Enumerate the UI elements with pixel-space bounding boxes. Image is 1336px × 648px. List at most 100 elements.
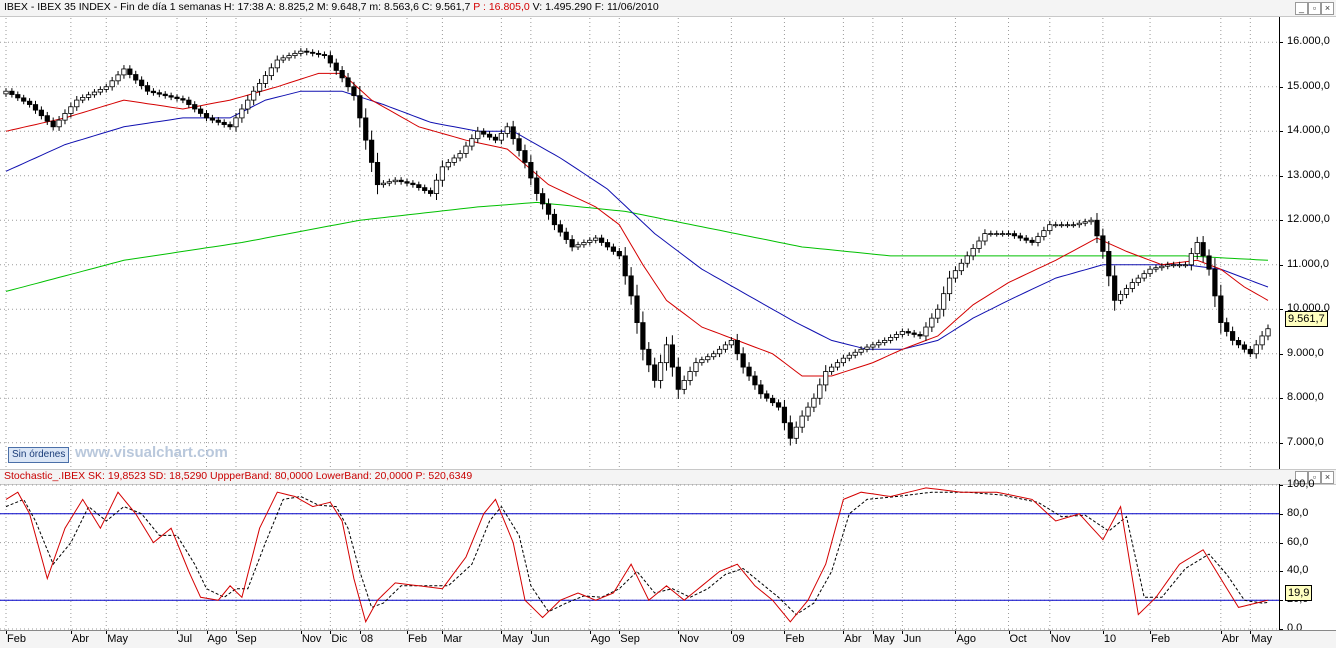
candle-up (274, 59, 280, 69)
price-axis-label: 13.000,0 (1287, 168, 1330, 181)
date-axis-label: Feb (1151, 633, 1171, 645)
candle-up (705, 356, 711, 361)
date-axis-label: Ago (590, 633, 611, 645)
candle-down (545, 203, 552, 215)
candle-down (1100, 235, 1106, 252)
candle-up (893, 334, 900, 338)
candle-down (669, 344, 675, 368)
candle-down (321, 54, 328, 56)
candle-down (1112, 275, 1118, 301)
candle-up (251, 90, 257, 101)
candle-down (770, 397, 776, 404)
candle-down (540, 193, 546, 205)
date-axis-tick (359, 631, 361, 634)
candle-up (1064, 224, 1071, 227)
candle-up (1135, 277, 1141, 283)
date-axis-tick (501, 631, 503, 634)
price-axis-tick (1279, 264, 1283, 266)
candle-down (186, 99, 192, 105)
price-axis-label: 16.000,0 (1287, 35, 1330, 48)
candle-up (504, 126, 510, 134)
candle-up (475, 130, 481, 140)
candle-up (121, 68, 127, 76)
candle-up (864, 346, 870, 350)
candle-down (9, 90, 15, 95)
date-axis-tick (619, 631, 621, 634)
candle-up (1088, 219, 1094, 223)
candle-down (911, 332, 917, 335)
candle-up (74, 99, 80, 108)
candle-down (616, 250, 622, 257)
candle-up (716, 348, 723, 355)
candle-up (268, 67, 274, 77)
date-axis-label: Jun (531, 633, 550, 645)
candle-down (1106, 250, 1112, 277)
candle-down (416, 184, 422, 189)
chart-title-bar: IBEX - IBEX 35 INDEX - Fin de día 1 sema… (0, 0, 1336, 17)
candle-up (1070, 224, 1076, 227)
price-axis-label: 7.000,0 (1287, 435, 1324, 448)
oscillator-axis-tick (1279, 485, 1283, 486)
date-axis-label: Ago (956, 633, 977, 645)
candle-up (823, 371, 829, 386)
candle-down (156, 92, 162, 95)
candle-up (103, 86, 109, 90)
candle-up (62, 113, 68, 121)
candle-down (752, 375, 758, 386)
candle-up (1182, 264, 1189, 267)
candle-up (392, 179, 398, 183)
candle-down (192, 104, 198, 110)
candle-down (374, 161, 381, 186)
oscillator-axis-label: 60,0 (1287, 535, 1309, 548)
candle-down (180, 98, 186, 101)
price-axis-tick (1279, 353, 1283, 355)
candle-down (422, 187, 428, 191)
candle-up (1253, 344, 1259, 355)
oscillator-axis-label: 80,0 (1287, 506, 1309, 519)
date-axis-tick (731, 631, 733, 634)
sma-short-line (5, 72, 1269, 377)
date-axis-label: May (107, 633, 129, 645)
candle-down (640, 322, 646, 350)
candle-up (870, 344, 876, 348)
candle-up (1188, 253, 1194, 266)
maximize-button[interactable]: ▫ (1308, 2, 1321, 15)
candle-up (56, 119, 62, 128)
candle-down (746, 366, 752, 377)
candle-down (227, 124, 233, 128)
minimize-button[interactable]: _ (1295, 2, 1308, 15)
candle-down (1200, 242, 1206, 257)
candle-down (15, 94, 21, 99)
candle-up (256, 83, 263, 92)
candle-down (917, 334, 923, 337)
candle-up (1176, 264, 1183, 267)
candle-up (976, 240, 982, 249)
osc-maximize-button[interactable]: ▫ (1308, 471, 1321, 484)
oscillator-axis-label: 100,0 (1287, 478, 1315, 490)
date-axis-tick (784, 631, 786, 634)
osc-minimize-button[interactable]: _ (1295, 471, 1308, 484)
price-axis-label: 8.000,0 (1287, 391, 1324, 404)
candle-down (1241, 344, 1248, 350)
oscillator-axis-tick (1279, 571, 1283, 573)
last-price-label: 9.561,7 (1285, 311, 1328, 327)
date-axis-tick (1049, 631, 1051, 634)
candle-down (139, 79, 145, 87)
price-axis-tick (1279, 86, 1283, 88)
orders-status-button[interactable]: Sin órdenes (8, 447, 70, 463)
candle-up (298, 50, 304, 54)
candle-down (315, 52, 322, 55)
candle-down (150, 90, 157, 94)
candle-up (451, 157, 457, 163)
candle-up (1035, 236, 1041, 243)
osc-close-button[interactable]: × (1321, 471, 1334, 484)
candle-down (209, 117, 216, 121)
date-axis-label: Oct (1009, 633, 1027, 645)
candle-up (852, 351, 858, 356)
date-axis-tick (589, 631, 591, 634)
date-axis-tick (106, 631, 108, 634)
candle-down (1247, 348, 1253, 355)
close-button[interactable]: × (1321, 2, 1334, 15)
candle-up (85, 94, 92, 98)
candle-down (50, 120, 56, 128)
